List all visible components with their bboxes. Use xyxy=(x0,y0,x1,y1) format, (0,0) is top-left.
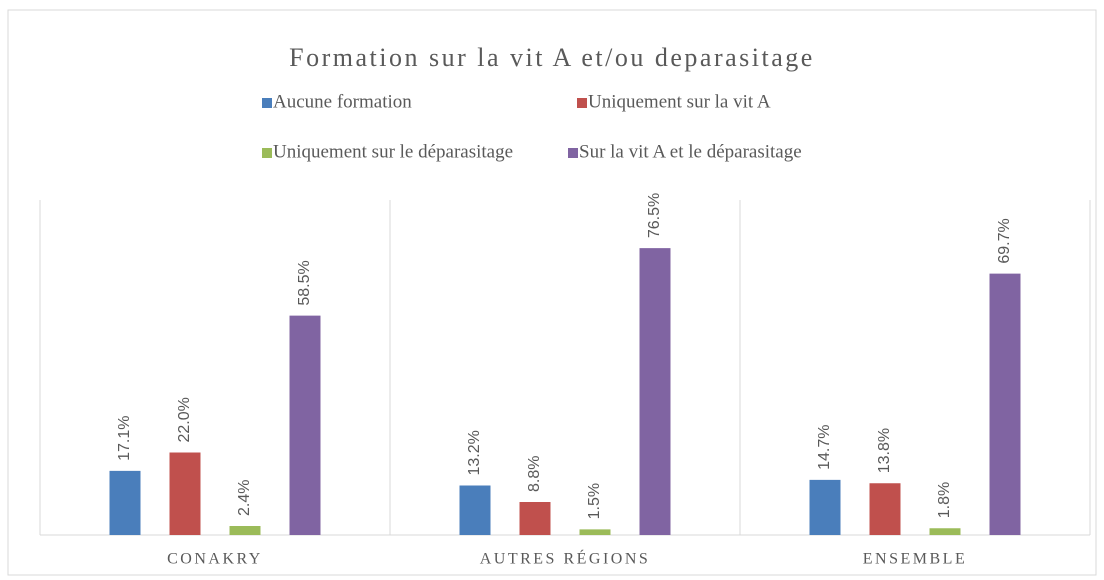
legend-swatch xyxy=(577,98,587,108)
bar xyxy=(989,273,1021,535)
chart-title: Formation sur la vit A et/ou deparasitag… xyxy=(289,43,815,72)
legend-label: Uniquement sur le déparasitage xyxy=(273,141,513,162)
bar xyxy=(869,483,901,535)
bar xyxy=(809,479,841,535)
value-label: 58.5% xyxy=(296,260,313,305)
bar xyxy=(639,248,671,535)
x-tick-label: AUTRES RÉGIONS xyxy=(480,549,651,568)
value-label: 69.7% xyxy=(996,218,1013,263)
x-tick-label: ENSEMBLE xyxy=(863,551,967,568)
bar xyxy=(169,452,201,535)
bar xyxy=(109,470,141,535)
value-label: 22.0% xyxy=(176,397,193,442)
legend-swatch xyxy=(568,148,578,158)
legend-swatch xyxy=(262,98,272,108)
bar xyxy=(579,529,611,535)
value-label: 14.7% xyxy=(816,425,833,470)
legend-label: Aucune formation xyxy=(273,91,412,112)
value-label: 13.8% xyxy=(876,428,893,473)
bar xyxy=(519,502,551,535)
value-label: 1.8% xyxy=(936,482,953,518)
legend-label: Uniquement sur la vit A xyxy=(588,91,771,112)
bar xyxy=(289,315,321,535)
value-label: 1.5% xyxy=(586,483,603,519)
value-label: 2.4% xyxy=(236,480,253,516)
bar xyxy=(459,485,491,535)
value-label: 76.5% xyxy=(646,193,663,238)
value-label: 8.8% xyxy=(526,456,543,492)
value-label: 13.2% xyxy=(466,430,483,475)
bar xyxy=(929,528,961,535)
legend-label: Sur la vit A et le déparasitage xyxy=(579,141,802,162)
value-label: 17.1% xyxy=(116,416,133,461)
legend-swatch xyxy=(262,148,272,158)
x-tick-label: CONAKRY xyxy=(167,551,263,568)
bar xyxy=(229,526,261,535)
